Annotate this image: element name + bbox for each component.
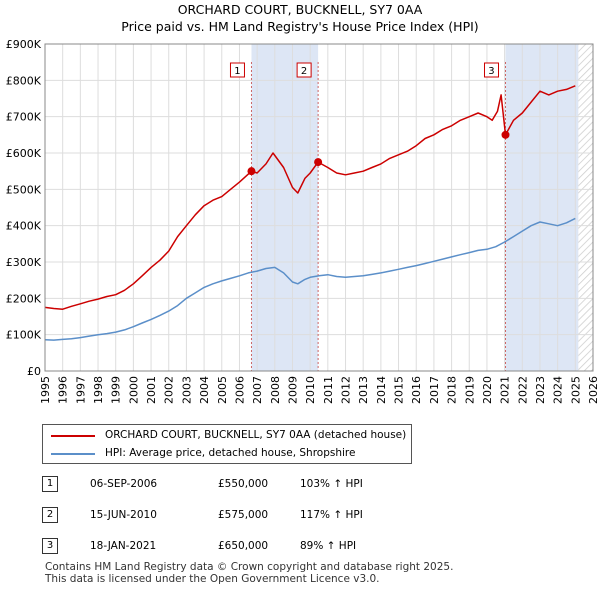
y-tick-label: £700K [6,111,42,124]
sale-point [247,167,256,176]
y-tick-label: £100K [6,329,42,342]
y-tick-label: £0 [27,365,41,378]
transaction-date: 18-JAN-2021 [90,540,157,552]
x-tick-label: 2010 [304,376,317,404]
x-tick-label: 1996 [57,376,70,404]
y-tick-label: £500K [6,183,42,196]
footer-licence: This data is licensed under the Open Gov… [45,573,380,585]
x-tick-label: 2012 [340,376,353,404]
price-chart: 1 2 3 £0 £100K £200K £300K £400K £500K £600K £700K… [6,38,600,404]
sale-label: 3 [488,66,494,77]
transaction-hpi: 103% ↑ HPI [300,478,363,490]
sale-label-box [296,62,312,78]
x-tick-label: 2015 [393,376,406,404]
y-tick-label: £400K [6,220,42,233]
x-tick-label: 2025 [569,376,582,404]
ownership-band [505,44,579,371]
y-tick-label: £600K [6,147,42,160]
x-tick-label: 1997 [74,376,87,404]
x-tick-label: 2022 [516,376,529,404]
sale-label-box [483,62,499,78]
x-tick-label: 2019 [463,376,476,404]
transaction-hpi: 89% ↑ HPI [300,540,357,552]
transaction-number: 2 [42,507,58,523]
x-tick-label: 2005 [216,376,229,404]
legend-swatch-hpi [51,453,95,455]
x-tick-label: 2017 [428,376,441,404]
x-tick-label: 2016 [410,376,423,404]
transaction-price: £575,000 [218,509,269,521]
sale-point [501,130,510,139]
x-tick-label: 2004 [198,376,211,404]
transaction-date: 15-JUN-2010 [90,509,157,521]
sale-label: 2 [301,66,307,77]
forecast-region [578,44,593,371]
transaction-date: 06-SEP-2006 [90,478,158,490]
ownership-band [251,44,319,371]
x-tick-label: 2006 [233,376,246,404]
transaction-price: £550,000 [218,478,269,490]
x-tick-label: 2013 [357,376,370,404]
x-tick-label: 2001 [145,376,158,404]
x-tick-label: 2018 [446,376,459,404]
x-tick-label: 2008 [269,376,282,404]
x-tick-label: 2014 [375,376,388,404]
sale-label-box [229,62,245,78]
hpi-line [44,217,576,341]
x-tick-label: 2021 [499,376,512,404]
x-tick-label: 1999 [110,376,123,404]
y-tick-label: £200K [6,292,42,305]
x-tick-label: 2020 [481,376,494,404]
y-tick-label: £800K [6,74,42,87]
legend-label-hpi: HPI: Average price, detached house, Shro… [105,447,356,459]
legend-label-property: ORCHARD COURT, BUCKNELL, SY7 0AA (detach… [105,429,407,441]
x-tick-label: 2011 [322,376,335,404]
transaction-hpi: 117% ↑ HPI [300,509,363,521]
x-tick-label: 2023 [534,376,547,404]
legend-swatch-property [51,435,95,437]
transaction-number: 1 [42,476,58,492]
property-price-line [44,85,576,310]
x-tick-label: 1995 [39,376,52,404]
x-tick-label: 2000 [127,376,140,404]
footer-copyright: Contains HM Land Registry data © Crown c… [45,561,454,573]
y-tick-label: £300K [6,256,42,269]
x-tick-label: 1998 [92,376,105,404]
plot-border [44,43,594,372]
transaction-number: 3 [42,538,58,554]
y-tick-label: £900K [6,38,42,51]
legend: ORCHARD COURT, BUCKNELL, SY7 0AA (detach… [42,424,412,464]
chart-subtitle: Price paid vs. HM Land Registry's House … [121,19,479,34]
transaction-price: £650,000 [218,540,269,552]
x-tick-label: 2003 [180,376,193,404]
x-tick-label: 2024 [552,376,565,404]
x-tick-label: 2009 [286,376,299,404]
sale-label: 1 [234,66,240,77]
sale-point [314,158,323,167]
chart-title: ORCHARD COURT, BUCKNELL, SY7 0AA [177,2,423,17]
x-tick-label: 2007 [251,376,264,404]
x-tick-label: 2002 [163,376,176,404]
x-tick-label: 2026 [587,376,600,404]
